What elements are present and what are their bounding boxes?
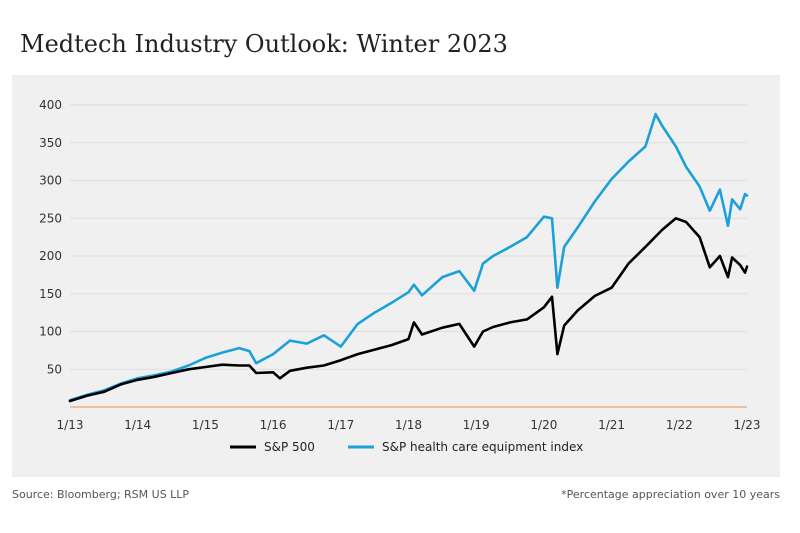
legend-healthcare-index-label: S&P health care equipment index <box>382 440 583 454</box>
y-tick-label: 250 <box>39 211 62 225</box>
y-tick-label: 350 <box>39 136 62 150</box>
x-tick-label: 1/16 <box>260 418 287 432</box>
sp500-line <box>68 217 749 403</box>
x-tick-label: 1/18 <box>395 418 422 432</box>
x-tick-label: 1/13 <box>57 418 84 432</box>
line-chart: 50 100 150 200 250 300 350 400 1/13 1/14 1/15 1/16… <box>39 98 761 454</box>
series-lines <box>68 112 749 403</box>
chart-title: Medtech Industry Outlook: Winter 2023 <box>20 30 508 58</box>
y-tick-label: 200 <box>39 249 62 263</box>
y-tick-label: 400 <box>39 98 62 112</box>
y-axis-ticks: 50 100 150 200 250 300 350 400 <box>39 98 62 376</box>
x-tick-label: 1/20 <box>530 418 557 432</box>
chart-panel <box>12 75 780 477</box>
x-tick-label: 1/19 <box>463 418 490 432</box>
footnote: *Percentage appreciation over 10 years <box>561 488 780 501</box>
x-axis-ticks: 1/13 1/14 1/15 1/16 1/17 1/18 1/19 1/20 1/21 1/22… <box>57 418 761 432</box>
y-tick-label: 150 <box>39 287 62 301</box>
y-tick-label: 300 <box>39 174 62 188</box>
x-tick-label: 1/21 <box>598 418 625 432</box>
legend-sp500-label: S&P 500 <box>264 440 315 454</box>
source-note: Source: Bloomberg; RSM US LLP <box>12 488 190 501</box>
x-tick-label: 1/14 <box>124 418 151 432</box>
x-tick-label: 1/17 <box>327 418 354 432</box>
y-tick-label: 100 <box>39 325 62 339</box>
healthcare-index-line <box>68 112 749 402</box>
x-tick-label: 1/15 <box>192 418 219 432</box>
x-tick-label: 1/22 <box>666 418 693 432</box>
legend: S&P 500 S&P health care equipment index <box>230 440 583 454</box>
y-tick-label: 50 <box>47 362 62 376</box>
x-tick-label: 1/23 <box>734 418 761 432</box>
